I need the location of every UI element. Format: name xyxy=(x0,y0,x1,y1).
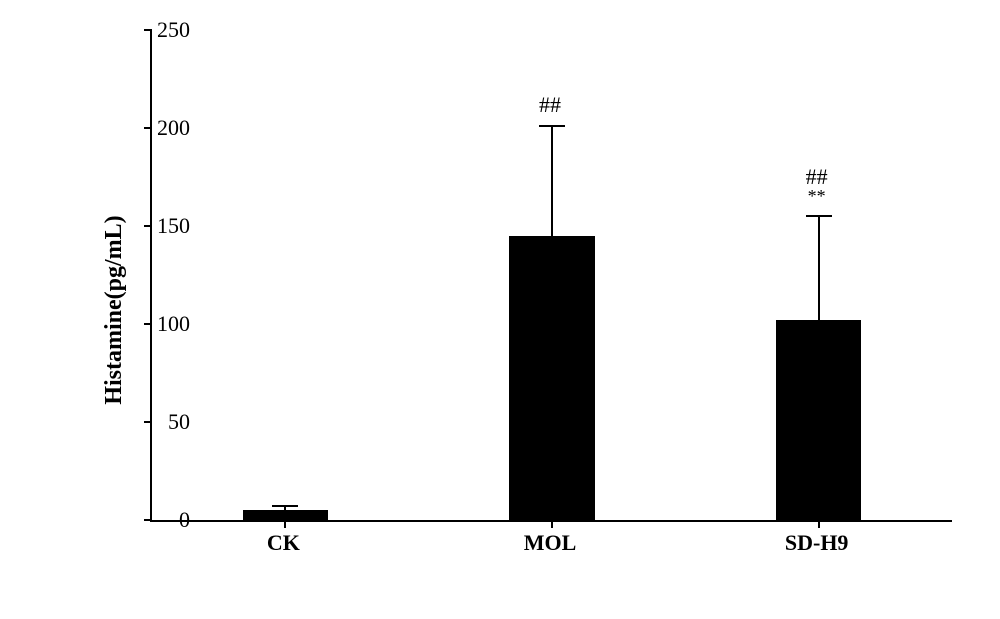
error-bar xyxy=(551,126,553,236)
x-tick-label: MOL xyxy=(524,530,577,556)
y-tick-label: 100 xyxy=(157,311,190,337)
y-tick-mark xyxy=(144,323,152,325)
y-tick-mark xyxy=(144,225,152,227)
y-axis-label: Histamine(pg/mL) xyxy=(101,215,128,404)
y-tick-label: 200 xyxy=(157,115,190,141)
error-cap xyxy=(272,505,298,507)
x-tick-mark xyxy=(284,520,286,528)
y-tick-mark xyxy=(144,519,152,521)
y-tick-mark xyxy=(144,421,152,423)
error-cap xyxy=(539,125,565,127)
x-tick-mark xyxy=(551,520,553,528)
error-bar xyxy=(818,216,820,320)
error-cap xyxy=(806,215,832,217)
y-tick-label: 150 xyxy=(157,213,190,239)
x-tick-label: CK xyxy=(267,530,300,556)
bar xyxy=(509,236,594,520)
x-tick-label: SD-H9 xyxy=(785,530,849,556)
histamine-bar-chart: Histamine(pg/mL) 0 50 100 150 200 250 CK MOL SD-… xyxy=(0,0,1000,619)
y-tick-label: 50 xyxy=(168,409,190,435)
bar xyxy=(776,320,861,520)
significance-annotation: ** xyxy=(808,186,826,207)
bar xyxy=(243,510,328,520)
significance-annotation: ## xyxy=(539,92,561,118)
x-tick-mark xyxy=(818,520,820,528)
y-tick-mark xyxy=(144,29,152,31)
y-tick-mark xyxy=(144,127,152,129)
y-tick-label: 250 xyxy=(157,17,190,43)
y-tick-label: 0 xyxy=(179,507,190,533)
